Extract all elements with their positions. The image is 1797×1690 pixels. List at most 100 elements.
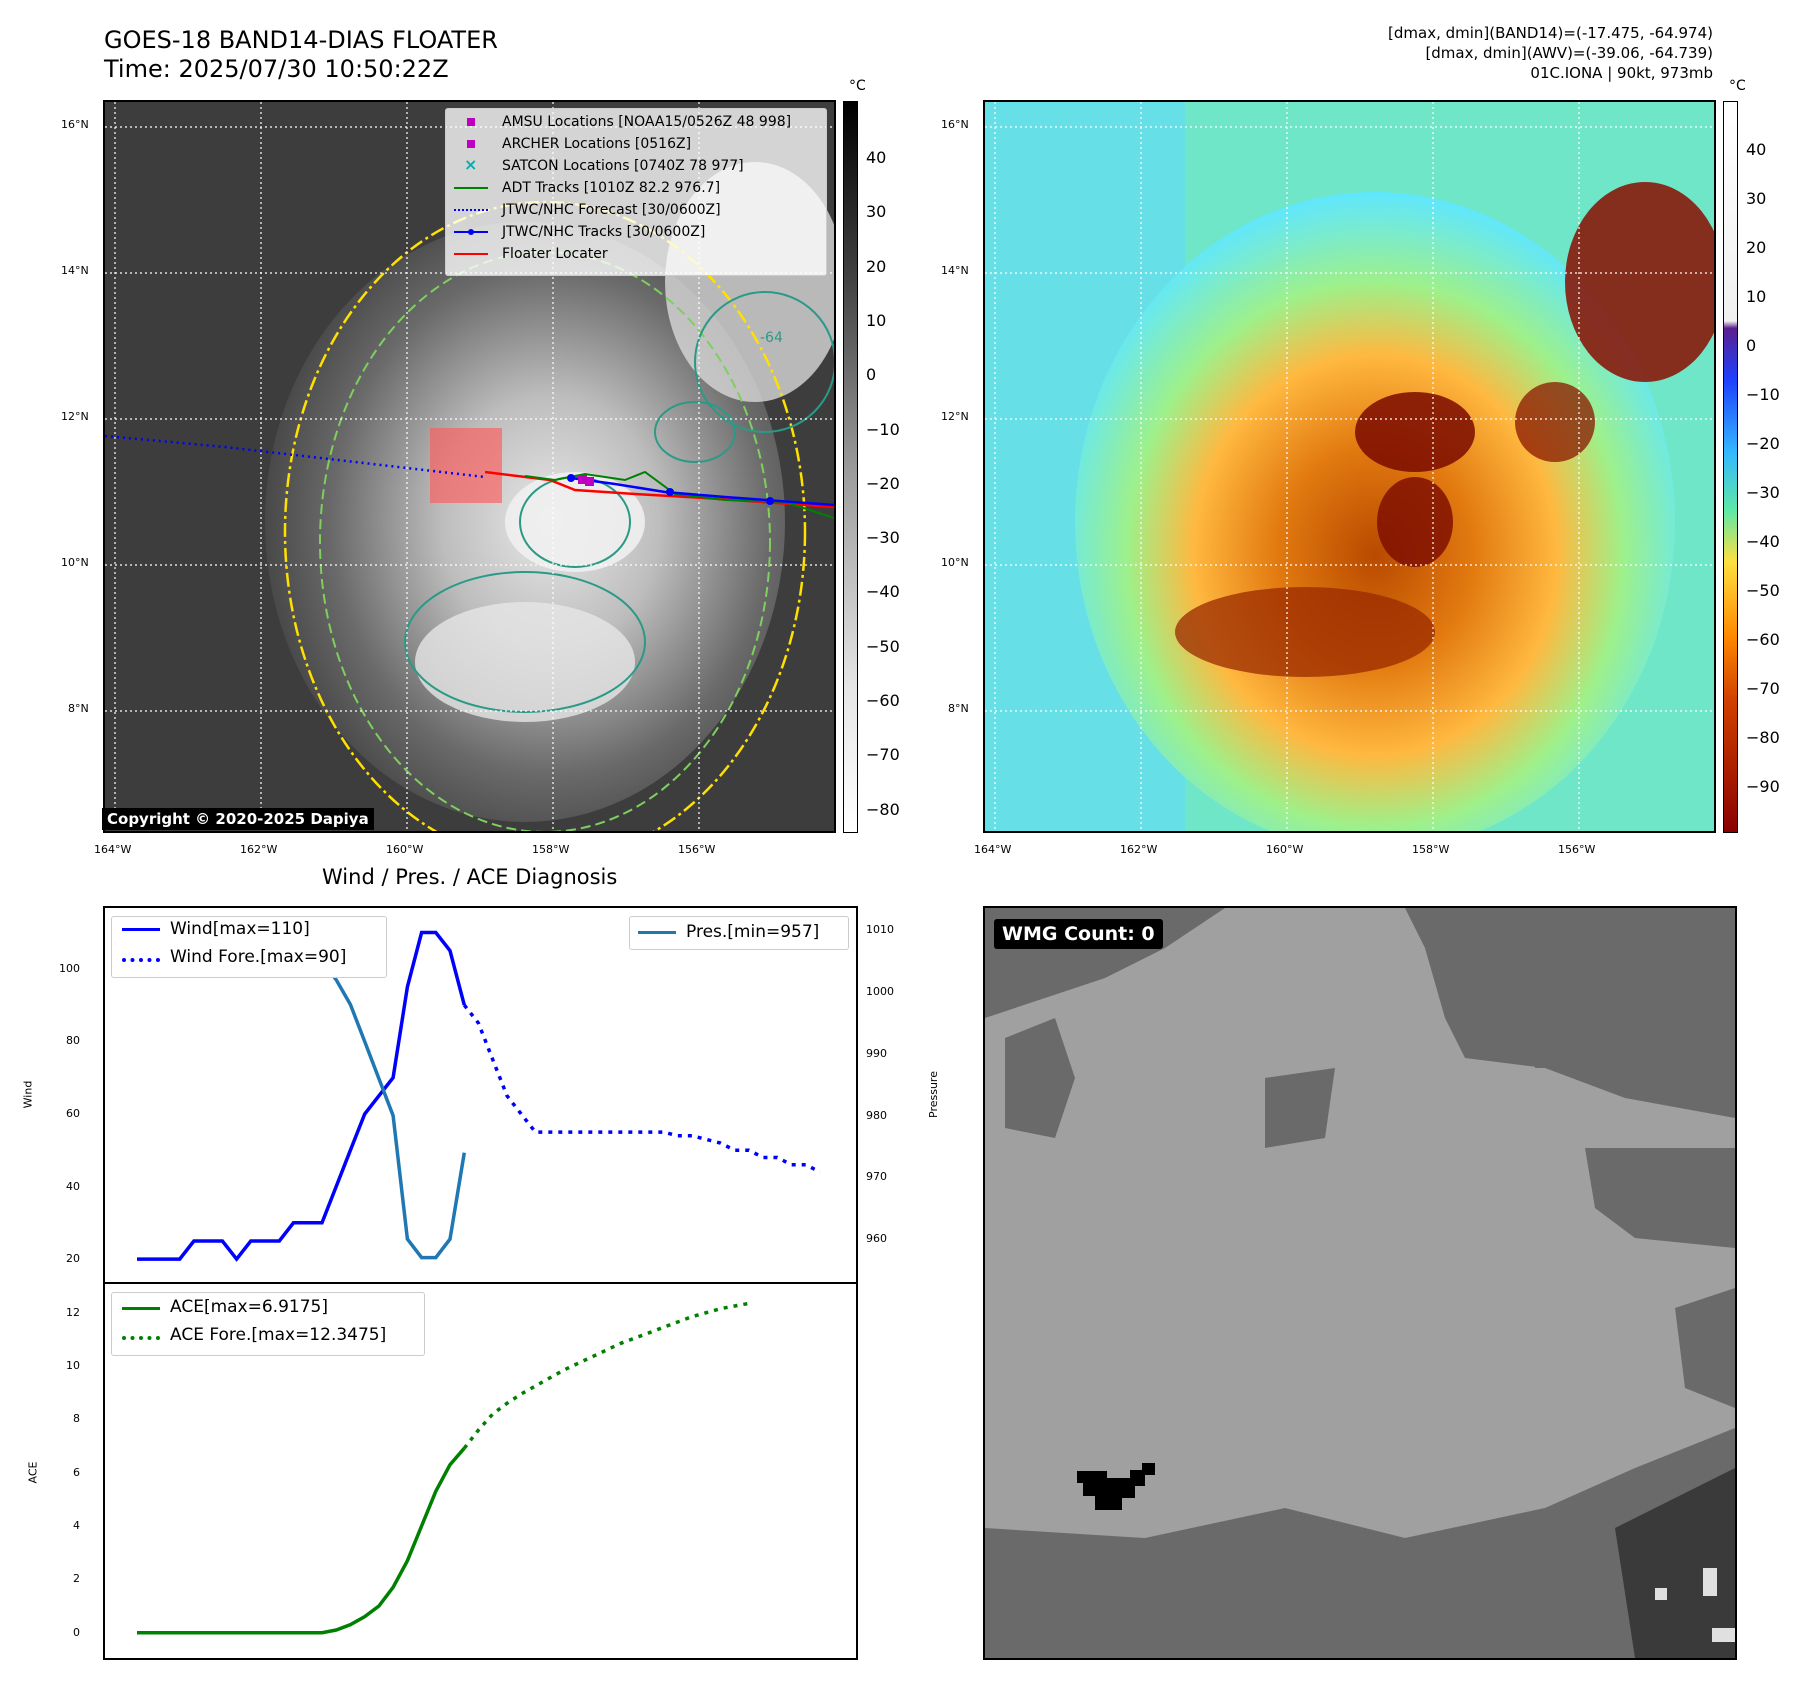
wmg-count-badge: WMG Count: 0 <box>994 919 1163 949</box>
figure-title: GOES-18 BAND14-DIAS FLOATER Time: 2025/0… <box>104 26 498 84</box>
info-line-1: [dmax, dmin](BAND14)=(-17.475, -64.974) <box>1388 24 1713 42</box>
colorbar-left-tick: −20 <box>866 473 900 493</box>
colorbar-right-tick: −50 <box>1746 581 1780 600</box>
adt-track <box>524 470 834 519</box>
colorbar-left-tick: −30 <box>866 528 900 548</box>
lat-label: 14°N <box>941 264 969 277</box>
pres-tick: 990 <box>866 1046 887 1060</box>
colorbar-left-tick: −80 <box>866 799 900 819</box>
lon-label: 164°W <box>974 843 1012 856</box>
color-map-image <box>985 102 1714 831</box>
ace-plot: ACE[max=6.9175] ACE Fore.[max=12.3475] <box>103 1282 858 1660</box>
colorbar-right-tick: 20 <box>1746 238 1767 257</box>
lat-label: 16°N <box>61 118 89 131</box>
pres-tick: 970 <box>866 1170 887 1184</box>
legend-amsu: AMSU Locations [NOAA15/0526Z 48 998] <box>454 112 791 132</box>
colorbar-right-tick: −70 <box>1746 679 1780 698</box>
colorbar-left-tick: −50 <box>866 636 900 656</box>
wind-tick: 40 <box>66 1179 80 1193</box>
lon-label: 162°W <box>240 843 278 856</box>
colorbar-left-tick: 30 <box>866 202 887 222</box>
lon-label: 164°W <box>94 843 132 856</box>
ace-tick: 2 <box>73 1572 80 1586</box>
lat-label: 16°N <box>941 118 969 131</box>
wind-legend-label: Wind[max=110] <box>170 919 310 939</box>
legend-forecast: JTWC/NHC Forecast [30/0600Z] <box>454 200 721 220</box>
colorbar-left-tick: −60 <box>866 691 900 710</box>
lat-label: 8°N <box>948 702 969 715</box>
legend-jtwc: JTWC/NHC Tracks [30/0600Z] <box>454 222 705 242</box>
colorbar-left-tick: −10 <box>866 419 900 439</box>
wind-tick: 100 <box>59 961 80 975</box>
diagnosis-title: Wind / Pres. / ACE Diagnosis <box>322 865 618 889</box>
wind-tick: 60 <box>66 1106 80 1120</box>
title-line-2: Time: 2025/07/30 10:50:22Z <box>104 55 449 83</box>
ir-map-panel: -64 AMSU Locations [NOAA1 <box>103 100 836 833</box>
ace-tick: 10 <box>66 1359 80 1372</box>
lat-label: 10°N <box>941 556 969 569</box>
copyright-badge: Copyright © 2020-2025 Dapiya <box>102 808 374 830</box>
wind-fore-legend-label: Wind Fore.[max=90] <box>170 947 347 967</box>
ace-tick: 4 <box>73 1519 80 1532</box>
floater-box <box>430 428 502 503</box>
lon-label: 160°W <box>1266 843 1304 856</box>
wmg-image <box>985 908 1735 1658</box>
ace-legend: ACE[max=6.9175] ACE Fore.[max=12.3475] <box>111 1292 425 1356</box>
jtwc-track <box>570 476 834 507</box>
ace-series-0 <box>137 1447 466 1635</box>
colorbar-left-tick: 10 <box>866 310 887 330</box>
pres-tick: 980 <box>866 1108 887 1122</box>
lat-label: 12°N <box>941 410 969 423</box>
colorbar-right-tick: −30 <box>1746 483 1780 502</box>
ace-tick: 6 <box>73 1465 80 1479</box>
lon-label: 156°W <box>1558 843 1596 856</box>
colorbar-right-tick: −40 <box>1746 532 1780 551</box>
ace-ylabel: ACE <box>26 1461 40 1484</box>
pres-legend-label: Pres.[min=957] <box>686 922 820 942</box>
info-line-2: [dmax, dmin](AWV)=(-39.06, -64.739) <box>1425 44 1713 62</box>
wind-pres-plot: Wind[max=110] Wind Fore.[max=90] Pres.[m… <box>103 906 858 1284</box>
ace-tick: 0 <box>73 1625 80 1639</box>
forecast-track <box>105 434 486 479</box>
ace-legend-label: ACE[max=6.9175] <box>170 1297 328 1317</box>
colorbar-right-tick: 0 <box>1746 336 1757 355</box>
colorbar-right-tick: 40 <box>1746 140 1767 159</box>
wind-ylabel: Wind <box>21 1080 35 1109</box>
colorbar-right-tick: −10 <box>1746 385 1780 404</box>
contour-label: -64 <box>760 330 783 346</box>
color-map-gridlines <box>985 102 1714 831</box>
lat-label: 10°N <box>61 556 89 569</box>
pres-legend: Pres.[min=957] <box>629 916 849 950</box>
colorbar-left-tick: −70 <box>866 745 900 765</box>
info-block: [dmax, dmin](BAND14)=(-17.475, -64.974) … <box>1388 23 1713 83</box>
lat-label: 8°N <box>68 702 89 715</box>
lon-label: 162°W <box>1120 843 1158 856</box>
legend-archer: ARCHER Locations [0516Z] <box>454 134 691 154</box>
wind-series-1 <box>462 1004 821 1174</box>
colorbar-right-tick: −60 <box>1746 630 1780 649</box>
pres-tick: 960 <box>866 1232 887 1246</box>
lon-label: 158°W <box>532 843 570 856</box>
lat-label: 14°N <box>61 264 89 277</box>
lat-label: 12°N <box>61 410 89 423</box>
wmg-panel <box>983 906 1737 1660</box>
ace-svg <box>137 1301 750 1635</box>
ace-tick: 8 <box>73 1412 80 1426</box>
pres-tick: 1000 <box>866 985 894 999</box>
colorbar-left <box>843 101 858 833</box>
colorbar-left-tick: 0 <box>866 365 877 385</box>
pres-ylabel: Pressure <box>926 1071 940 1118</box>
wind-tick: 20 <box>66 1252 80 1266</box>
color-map-panel <box>983 100 1716 833</box>
ace-series-1 <box>462 1301 750 1450</box>
wind-legend: Wind[max=110] Wind Fore.[max=90] <box>111 916 387 978</box>
colorbar-left-tick: 40 <box>866 148 887 167</box>
legend-floater: Floater Locater <box>454 244 608 264</box>
info-line-3: 01C.IONA | 90kt, 973mb <box>1530 64 1713 82</box>
colorbar-left-tick: −40 <box>866 582 900 602</box>
colorbar-right-tick: −20 <box>1746 434 1780 453</box>
cbar-left-unit: °C <box>849 78 866 94</box>
ace-tick: 12 <box>66 1305 80 1319</box>
ace-fore-legend-label: ACE Fore.[max=12.3475] <box>170 1325 387 1345</box>
cbar-right-unit: °C <box>1729 78 1746 94</box>
